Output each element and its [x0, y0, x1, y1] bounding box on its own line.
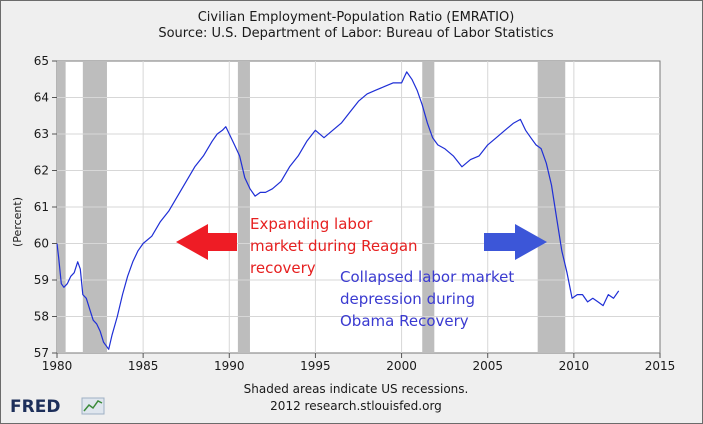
- x-tick-label: 2005: [472, 359, 503, 373]
- y-tick-label: 65: [34, 54, 49, 68]
- x-tick-label: 2015: [645, 359, 676, 373]
- obama-annotation-line: Obama Recovery: [340, 312, 469, 330]
- y-tick-label: 59: [34, 273, 49, 287]
- chart-line-icon: [81, 397, 105, 415]
- recession-note: Shaded areas indicate US recessions.: [244, 382, 469, 396]
- y-tick-label: 60: [34, 237, 49, 251]
- x-tick-label: 2000: [386, 359, 417, 373]
- y-tick-label: 57: [34, 346, 49, 360]
- series-line: [56, 71, 620, 350]
- x-tick-label: 1990: [214, 359, 245, 373]
- x-tick-label: 1995: [300, 359, 331, 373]
- y-tick-label: 63: [34, 127, 49, 141]
- y-axis-ticks: 57 58 59 60 61 62 63 64 65: [34, 54, 57, 360]
- y-tick-label: 62: [34, 164, 49, 178]
- reagan-annotation-line: market during Reagan: [250, 237, 418, 255]
- y-tick-label: 58: [34, 310, 49, 324]
- obama-annotation: Collapsed labor market depression during…: [340, 268, 514, 330]
- x-tick-label: 2010: [559, 359, 590, 373]
- x-axis-ticks: 1980 1985 1990 1995 2000 2005 2010 2015: [42, 353, 676, 373]
- fred-logo: FRED: [10, 397, 60, 417]
- obama-annotation-line: Collapsed labor market: [340, 268, 514, 286]
- y-tick-label: 64: [34, 91, 49, 105]
- chart-subtitle: Source: U.S. Department of Labor: Bureau…: [158, 26, 554, 41]
- x-tick-label: 1985: [128, 359, 159, 373]
- reagan-annotation: Expanding labor market during Reagan rec…: [250, 215, 418, 277]
- x-tick-label: 1980: [42, 359, 73, 373]
- reagan-annotation-line: Expanding labor: [250, 215, 373, 233]
- reagan-annotation-line: recovery: [250, 259, 316, 277]
- series: [56, 71, 620, 350]
- obama-annotation-line: depression during: [340, 290, 475, 308]
- blue-right-arrow-icon: [484, 224, 547, 260]
- y-tick-label: 61: [34, 200, 49, 214]
- source-credit: 2012 research.stlouisfed.org: [270, 399, 442, 413]
- red-left-arrow-icon: [176, 224, 237, 260]
- y-axis-label: (Percent): [11, 197, 24, 247]
- grid-lines: [57, 61, 660, 353]
- chart-title: Civilian Employment-Population Ratio (EM…: [198, 10, 515, 25]
